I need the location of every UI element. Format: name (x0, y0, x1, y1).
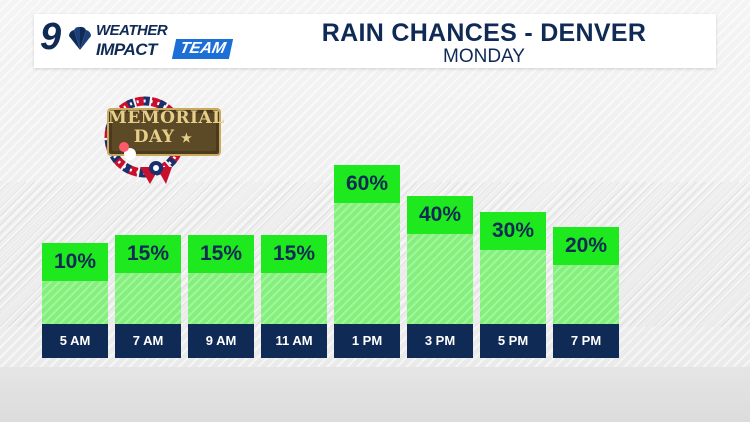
badge-line-1: MEMORIAL (108, 108, 225, 128)
time-tick-label: 9 AM (188, 324, 254, 358)
bar-fill-11-am (261, 273, 327, 324)
bar-fill-1-pm (334, 203, 400, 324)
bar-fill-7-am (115, 273, 181, 324)
logo-weather-text: WEATHER (96, 22, 168, 39)
bar-value-label: 15% (115, 235, 181, 273)
bar-fill-5-pm (480, 250, 546, 324)
time-tick-label: 11 AM (261, 324, 327, 358)
bar-fill-5-am (42, 281, 108, 324)
bar-value-label: 20% (553, 227, 619, 265)
peacock-icon (68, 26, 92, 50)
time-tick-label: 7 PM (553, 324, 619, 358)
time-tick-label: 5 AM (42, 324, 108, 358)
chart-title: RAIN CHANCES - DENVER (321, 19, 647, 47)
weather-impact-team-logo: 9 WEATHER IMPACT TEAM (40, 16, 280, 64)
time-tick-label: 5 PM (480, 324, 546, 358)
time-tick-label: 1 PM (334, 324, 400, 358)
time-tick-label: 7 AM (115, 324, 181, 358)
bar-fill-3-pm (407, 234, 473, 324)
bar-value-label: 60% (334, 165, 400, 203)
memorial-day-badge: MEMORIAL DAY ★ (108, 108, 225, 148)
bar-fill-9-am (188, 273, 254, 324)
time-tick-label: 3 PM (407, 324, 473, 358)
logo-impact-text: IMPACT (96, 40, 157, 59)
star-icon: ★ (180, 131, 193, 145)
bar-value-label: 10% (42, 243, 108, 281)
header-bar: 9 WEATHER IMPACT TEAM RAIN CHANCES - DEN… (34, 14, 716, 68)
logo-number: 9 (40, 16, 61, 58)
background-floor (0, 367, 750, 422)
bar-value-label: 40% (407, 196, 473, 234)
chart-subtitle: MONDAY (443, 46, 525, 67)
memorial-day-wreath-icon (104, 96, 221, 184)
bar-value-label: 15% (188, 235, 254, 273)
badge-day-text: DAY (133, 127, 175, 147)
bar-value-label: 30% (480, 212, 546, 250)
badge-line-2: DAY ★ (108, 128, 218, 148)
bar-value-label: 15% (261, 235, 327, 273)
bar-fill-7-pm (553, 265, 619, 324)
